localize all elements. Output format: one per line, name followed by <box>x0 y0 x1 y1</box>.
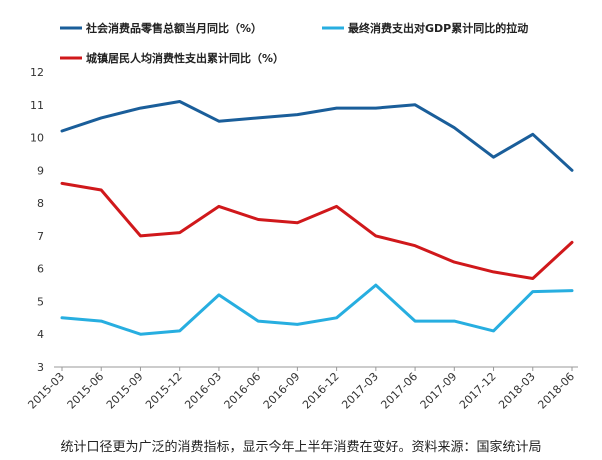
axes: 3 4 5 6 7 8 9 10 11 12 2015-032015-062015-092015-1… <box>25 66 578 412</box>
data-point <box>414 103 416 106</box>
y-tick-label: 6 <box>37 263 44 276</box>
y-tick-label: 9 <box>37 164 44 177</box>
y-tick-label: 10 <box>30 132 44 145</box>
data-point <box>571 289 573 292</box>
data-point <box>414 320 416 322</box>
series-line-2 <box>60 283 574 336</box>
data-point <box>571 241 573 244</box>
x-tick-label: 2016-12 <box>300 370 342 412</box>
data-point <box>492 271 495 273</box>
data-point <box>61 182 63 185</box>
data-point <box>100 189 103 191</box>
data-point <box>100 320 103 322</box>
data-point <box>375 107 377 109</box>
legend: 社会消费品零售总额当月同比（%） 最终消费支出对GDP累计同比的拉动城镇居民人均消… <box>60 21 528 65</box>
data-point <box>139 333 142 336</box>
data-point <box>296 323 299 326</box>
x-tick-label: 2017-09 <box>418 370 460 412</box>
data-point <box>61 130 63 132</box>
line-chart: 社会消费品零售总额当月同比（%） 最终消费支出对GDP累计同比的拉动城镇居民人均消… <box>25 21 578 412</box>
data-point <box>257 117 259 119</box>
data-point <box>218 205 220 208</box>
data-point <box>571 169 573 172</box>
legend-label-1: 社会消费品零售总额当月同比（%） <box>85 21 262 35</box>
data-point <box>531 133 534 136</box>
y-tick-label: 3 <box>37 361 44 374</box>
y-tick-label: 7 <box>37 230 44 243</box>
data-point <box>257 218 259 221</box>
data-point <box>218 120 220 122</box>
data-point <box>453 261 456 263</box>
x-tick-label: 2015-09 <box>104 370 146 412</box>
x-tick-label: 2017-06 <box>379 370 421 412</box>
data-point <box>296 221 299 224</box>
y-tick-label: 4 <box>37 328 44 341</box>
y-tick-label: 8 <box>37 197 44 210</box>
data-point <box>178 330 181 332</box>
data-point <box>296 113 299 116</box>
data-point <box>414 244 416 247</box>
chart-caption: 统计口径更为广泛的消费指标，显示今年上半年消费在变好。资料来源：国家统计局 <box>60 440 542 455</box>
x-tick-label: 2016-09 <box>261 370 303 412</box>
series-lines <box>60 100 574 336</box>
x-tick-label: 2016-03 <box>182 370 224 412</box>
x-tick-label: 2018-03 <box>496 370 538 412</box>
legend-label-3: 城镇居民人均消费性支出累计同比（%） <box>86 51 284 65</box>
data-point <box>492 156 495 159</box>
data-point <box>335 205 338 208</box>
data-point <box>61 317 63 319</box>
series-line-3 <box>60 181 574 280</box>
data-point <box>178 100 181 103</box>
data-point <box>531 277 534 280</box>
data-point <box>375 284 377 286</box>
y-tick-label: 5 <box>37 295 44 308</box>
data-point <box>453 126 456 129</box>
data-point <box>257 320 259 322</box>
data-point <box>531 290 534 293</box>
y-tick-label: 12 <box>30 66 44 79</box>
data-point <box>218 294 220 296</box>
data-point <box>139 235 142 237</box>
data-point <box>139 107 142 109</box>
x-tick-label: 2018-06 <box>535 370 577 412</box>
x-tick-label: 2015-03 <box>25 370 67 412</box>
x-tick-label: 2017-03 <box>339 370 381 412</box>
data-point <box>335 107 338 109</box>
x-tick-label: 2015-12 <box>143 370 185 412</box>
y-tick-label: 11 <box>30 99 44 112</box>
data-point <box>178 231 181 234</box>
data-point <box>453 320 456 322</box>
data-point <box>335 317 338 319</box>
data-point <box>100 117 103 119</box>
legend-label-2: 最终消费支出对GDP累计同比的拉动 <box>348 21 528 35</box>
x-tick-label: 2015-06 <box>65 370 107 412</box>
x-tick-label: 2017-12 <box>457 370 499 412</box>
series-line-1 <box>60 100 574 172</box>
data-point <box>375 235 377 237</box>
data-point <box>492 330 495 332</box>
x-tick-label: 2016-06 <box>222 370 264 412</box>
